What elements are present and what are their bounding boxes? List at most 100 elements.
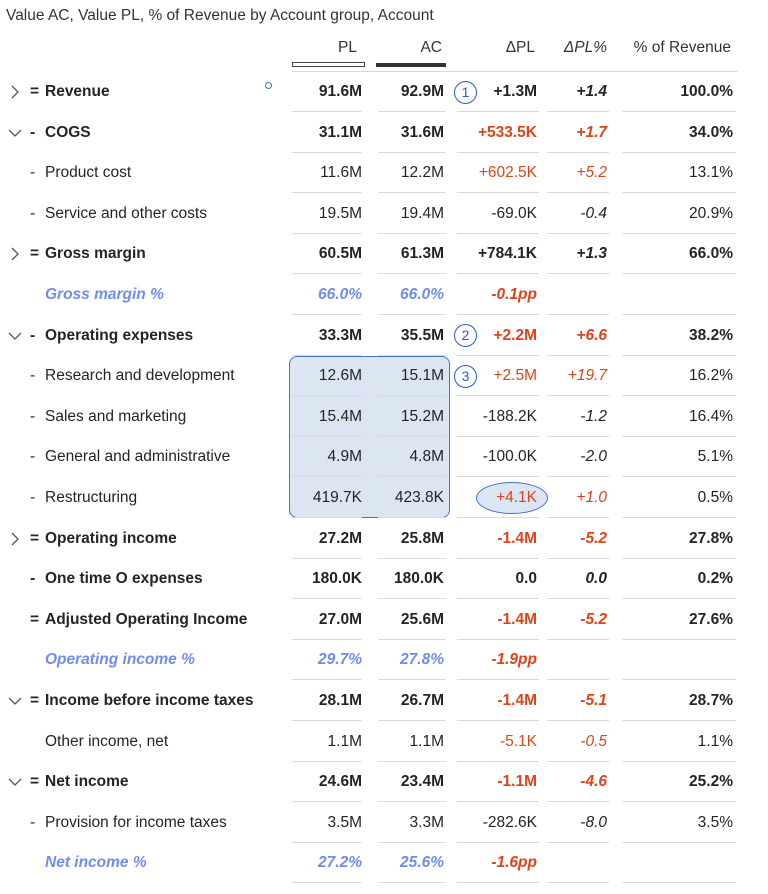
- row-label: Other income, net: [45, 732, 169, 750]
- table-row[interactable]: = Adjusted Operating Income 27.0M 25.6M -1.4…: [0, 600, 768, 640]
- value-delta-pl: +533.5K: [477, 123, 537, 141]
- row-prefix: -: [30, 813, 36, 831]
- row-divider: [378, 232, 446, 234]
- header-percent-of-revenue[interactable]: % of Revenue: [633, 39, 731, 56]
- callout-3: 3: [454, 365, 477, 388]
- table-row[interactable]: - General and administrative 4.9M 4.8M -100.…: [0, 437, 768, 478]
- table-row[interactable]: Net income % 27.2% 25.6% -1.6pp: [0, 843, 768, 884]
- row-divider: [547, 517, 609, 518]
- value-delta-pl-percent: -1.2: [580, 407, 607, 425]
- table-row[interactable]: - Restructuring 419.7K 423.8K +4.1K +1.0 0.5%: [0, 478, 768, 518]
- row-label: Restructuring: [45, 489, 138, 506]
- header-ac[interactable]: AC: [420, 39, 442, 56]
- row-divider: [457, 232, 539, 234]
- table-row[interactable]: - Service and other costs 19.5M 19.4M -69.0K…: [0, 194, 768, 234]
- row-divider: [292, 435, 362, 437]
- row-divider: [292, 354, 362, 356]
- row-divider: [457, 476, 539, 478]
- value-percent-of-revenue: [620, 275, 733, 315]
- row-prefix: -: [30, 489, 36, 506]
- row-divider: [622, 354, 736, 356]
- row-divider: [292, 720, 362, 721]
- row-divider: [292, 557, 362, 559]
- row-divider: [547, 192, 609, 194]
- value-delta-pl: -1.6pp: [491, 854, 537, 872]
- value-delta-pl: -1.1M: [497, 773, 537, 791]
- table-row[interactable]: = Net income 24.6M 23.4M -1.1M -4.6 25.2%: [0, 762, 768, 803]
- chevron-down-icon[interactable]: [7, 774, 23, 790]
- value-pl: 27.0M: [318, 610, 362, 628]
- header-pl[interactable]: PL: [338, 39, 357, 56]
- value-pl: 33.3M: [318, 326, 362, 344]
- row-divider: [457, 517, 539, 518]
- value-percent-of-revenue: 66.0%: [689, 245, 733, 263]
- chevron-right-icon[interactable]: [7, 84, 23, 100]
- table-row[interactable]: - Research and development 12.6M 15.1M +2.5M…: [0, 356, 768, 397]
- chevron-down-icon[interactable]: [7, 328, 23, 344]
- row-divider: [457, 435, 539, 437]
- row-divider: [457, 151, 539, 153]
- row-divider: [547, 273, 609, 275]
- table-row[interactable]: = Revenue 91.6M 92.9M +1.3M +1.4 100.0%: [0, 72, 768, 112]
- chevron-right-icon[interactable]: [7, 531, 23, 547]
- value-percent-of-revenue: 27.8%: [689, 529, 733, 547]
- chevron-right-icon[interactable]: [7, 246, 23, 262]
- row-divider: [378, 801, 446, 803]
- row-label: Adjusted Operating Income: [45, 610, 248, 628]
- row-divider: [457, 638, 539, 640]
- row-divider: [378, 151, 446, 153]
- row-label: Research and development: [45, 367, 235, 385]
- row-divider: [378, 192, 446, 194]
- row-divider: [292, 111, 362, 112]
- value-delta-pl-percent: [545, 275, 607, 315]
- row-prefix: =: [30, 83, 40, 100]
- row-divider: [622, 517, 736, 518]
- row-label: Income before income taxes: [45, 692, 254, 709]
- row-label: Service and other costs: [45, 204, 207, 222]
- row-divider: [457, 192, 539, 194]
- value-delta-pl: +4.1K: [496, 489, 537, 506]
- header-divider: [292, 71, 738, 72]
- value-delta-pl: 0.0: [515, 570, 537, 588]
- row-divider: [547, 679, 609, 681]
- value-delta-pl-percent: +19.7: [567, 367, 607, 385]
- value-percent-of-revenue: 25.2%: [689, 773, 733, 791]
- value-percent-of-revenue: 16.4%: [689, 407, 733, 425]
- table-row[interactable]: = Operating income 27.2M 25.8M -1.4M -5.2 27.8…: [0, 519, 768, 559]
- value-ac: 26.7M: [400, 692, 444, 709]
- table-row[interactable]: Gross margin % 66.0% 66.0% -0.1pp: [0, 275, 768, 315]
- row-divider: [457, 273, 539, 275]
- value-pl: 66.0%: [318, 286, 362, 303]
- value-delta-pl-percent: -4.6: [580, 773, 607, 791]
- row-prefix: -: [30, 570, 36, 588]
- value-delta-pl-percent: -5.2: [580, 610, 607, 628]
- pl-legend-marker: [292, 62, 365, 67]
- table-row[interactable]: Other income, net 1.1M 1.1M -5.1K -0.5 1.1%: [0, 722, 768, 762]
- table-row[interactable]: - Sales and marketing 15.4M 15.2M -188.2K -1.…: [0, 397, 768, 437]
- header-delta-pl-percent[interactable]: ΔPL%: [563, 39, 607, 56]
- value-ac: 19.4M: [400, 204, 444, 222]
- row-divider: [622, 232, 736, 234]
- row-divider: [378, 882, 446, 884]
- chevron-down-icon[interactable]: [7, 693, 23, 709]
- row-divider: [457, 679, 539, 681]
- row-divider: [378, 760, 446, 762]
- value-pl: 419.7K: [312, 489, 362, 506]
- value-ac: 31.6M: [400, 123, 444, 141]
- value-percent-of-revenue: 3.5%: [697, 813, 733, 831]
- header-delta-pl[interactable]: ΔPL: [505, 39, 535, 56]
- table-row[interactable]: Operating income % 29.7% 27.8% -1.9pp: [0, 640, 768, 681]
- table-row[interactable]: - Operating expenses 33.3M 35.5M +2.2M +6.6 38…: [0, 316, 768, 356]
- row-label: Product cost: [45, 164, 132, 182]
- table-row[interactable]: - One time O expenses 180.0K 180.0K 0.0 0.0 0.…: [0, 559, 768, 600]
- table-row[interactable]: = Income before income taxes 28.1M 26.7M -1.…: [0, 681, 768, 721]
- table-row[interactable]: - Product cost 11.6M 12.2M +602.5K +5.2 13.1%: [0, 153, 768, 194]
- row-divider: [292, 314, 362, 315]
- row-prefix: -: [30, 448, 36, 466]
- table-row[interactable]: = Gross margin 60.5M 61.3M +784.1K +1.3 66.0%: [0, 234, 768, 275]
- table-row[interactable]: - COGS 31.1M 31.6M +533.5K +1.7 34.0%: [0, 113, 768, 153]
- row-divider: [292, 801, 362, 803]
- row-divider: [378, 111, 446, 112]
- chevron-down-icon[interactable]: [7, 125, 23, 141]
- table-row[interactable]: - Provision for income taxes 3.5M 3.3M -282.…: [0, 803, 768, 843]
